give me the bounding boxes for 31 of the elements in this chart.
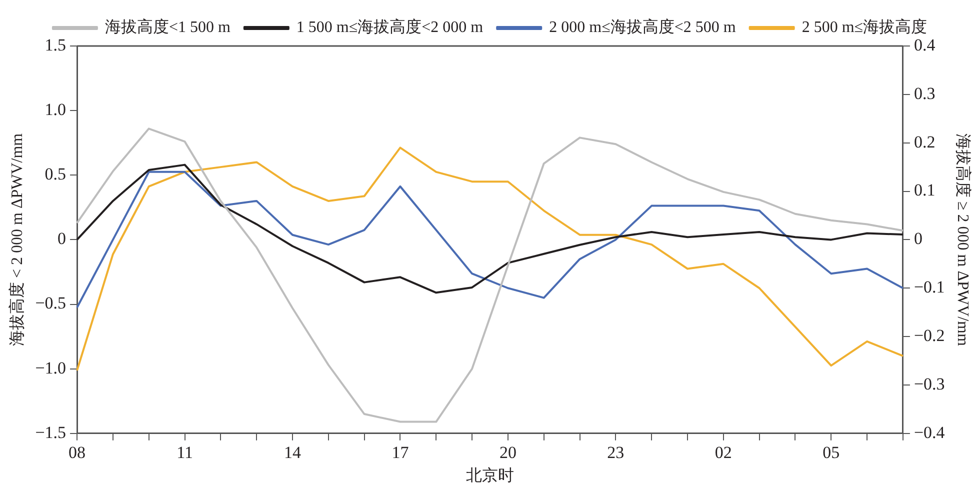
x-tick-label: 17 [392, 443, 410, 462]
y-tick-label: 1.5 [44, 35, 66, 54]
y2-tick-label: 0 [914, 229, 922, 248]
y2-tick-label: 0.3 [914, 84, 936, 103]
legend-label: 2 500 m≤海拔高度 [802, 18, 928, 36]
x-tick-label: 08 [68, 443, 86, 462]
y-tick-label: 0 [58, 229, 66, 248]
y2-tick-label: −0.2 [914, 326, 945, 346]
x-tick-label: 20 [499, 443, 516, 462]
y-tick-label: −1.0 [35, 358, 66, 378]
y-tick-label: 1.0 [44, 100, 66, 120]
legend-label: 2 000 m≤海拔高度<2 500 m [549, 18, 736, 36]
y2-tick-label: 0.4 [914, 35, 936, 54]
y2-tick-label: 0.2 [914, 132, 936, 152]
y2-tick-label: −0.4 [914, 422, 946, 442]
x-axis-title: 北京时 [466, 466, 514, 485]
y-tick-label: 0.5 [44, 164, 66, 184]
x-tick-label: 05 [822, 443, 840, 462]
legend-label: 1 500 m≤海拔高度<2 000 m [296, 18, 484, 36]
x-tick-label: 11 [176, 443, 193, 462]
y-tick-label: −1.5 [35, 422, 66, 442]
legend-label: 海拔高度<1 500 m [104, 18, 231, 36]
y2-tick-label: −0.3 [914, 374, 945, 394]
y2-axis-title: 海拔高度 ≥ 2 000 m ΔPWV/mm [954, 133, 972, 346]
x-tick-label: 02 [714, 443, 732, 462]
y-tick-label: −0.5 [35, 294, 66, 313]
y2-tick-label: −0.1 [914, 278, 945, 297]
x-tick-label: 23 [607, 443, 624, 462]
x-tick-label: 14 [284, 443, 302, 462]
y2-tick-label: 0.1 [914, 180, 936, 200]
y-axis-title: 海拔高度 < 2 000 m ΔPWV/mm [8, 132, 26, 346]
